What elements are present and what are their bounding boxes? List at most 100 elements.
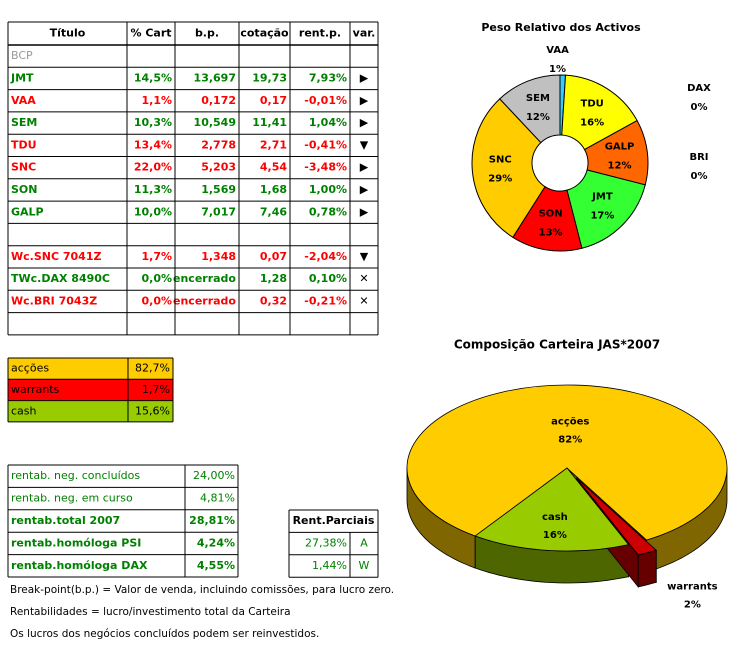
return-label: rentab.homóloga DAX <box>11 559 148 572</box>
cell-value: 7,017 <box>201 205 236 218</box>
cell-value: 0,32 <box>260 294 287 307</box>
doughnut-slice <box>566 169 646 249</box>
slice-label: acções <box>551 417 589 428</box>
cell-value: 13,4% <box>134 138 172 151</box>
cell-value: 0,0% <box>141 272 172 285</box>
cell-value: 1,569 <box>201 183 236 196</box>
cell-value: 7,93% <box>309 71 347 84</box>
cell-value: 22,0% <box>134 161 172 174</box>
cell-value: 1,7% <box>141 250 172 263</box>
slice-value-label: 29% <box>488 174 512 185</box>
trend-icon: ▼ <box>360 138 369 151</box>
slice-value-label: 12% <box>608 160 632 171</box>
slice-label: TDU <box>581 98 604 109</box>
slice-label: VAA <box>546 45 569 56</box>
slice-label: SON <box>539 208 563 219</box>
slice-label: warrants <box>667 582 717 593</box>
cell-value: 5,203 <box>201 161 236 174</box>
slice-value-label: 2% <box>684 600 701 611</box>
slice-value-label: 82% <box>558 435 582 446</box>
trend-icon: ▶ <box>360 116 369 129</box>
allocation-value: 15,6% <box>135 404 170 417</box>
cell-value: 2,71 <box>260 138 287 151</box>
chart-title: Composição Carteira JAS*2007 <box>454 338 660 352</box>
slice-label: cash <box>542 512 568 523</box>
row-label: GALP <box>11 205 44 218</box>
cell-value: 10,3% <box>134 116 172 129</box>
row-label: Wc.SNC 7041Z <box>11 250 101 263</box>
allocation-label: cash <box>11 404 37 417</box>
row-label: VAA <box>11 94 36 107</box>
cell-value: 10,0% <box>134 205 172 218</box>
row-label: JMT <box>10 71 34 84</box>
trend-icon: ✕ <box>359 272 368 285</box>
slice-side <box>637 549 657 588</box>
cell-value: 7,46 <box>260 205 287 218</box>
allocation-label: acções <box>11 362 49 375</box>
allocation-label: warrants <box>11 383 60 396</box>
cell-value: 10,549 <box>194 116 236 129</box>
cell-value: 11,3% <box>134 183 172 196</box>
partial-value: 1,44% <box>312 559 347 572</box>
cell-value: 2,778 <box>201 138 236 151</box>
return-value: 4,81% <box>200 492 235 505</box>
row-label: SEM <box>11 116 37 129</box>
cell-value: 1,04% <box>309 116 347 129</box>
slice-value-label: 16% <box>543 530 567 541</box>
return-value: 28,81% <box>189 514 235 527</box>
footnote: Os lucros dos negócios concluídos podem … <box>10 628 319 640</box>
slice-label: SEM <box>526 93 550 104</box>
allocation-value: 1,7% <box>142 383 170 396</box>
cell-value: 1,68 <box>260 183 287 196</box>
row-label: SON <box>11 183 37 196</box>
slice-label: GALP <box>605 141 635 152</box>
allocation-value: 82,7% <box>135 362 170 375</box>
slice-label: DAX <box>687 83 711 94</box>
footnote: Rentabilidades = lucro/investimento tota… <box>10 606 291 618</box>
column-header: Título <box>50 27 86 40</box>
partial-value: 27,38% <box>305 537 347 550</box>
slice-label: JMT <box>591 191 613 202</box>
cell-value: 0,78% <box>309 205 347 218</box>
cell-value: 4,54 <box>260 161 287 174</box>
cell-value: 0,07 <box>260 250 287 263</box>
row-label: SNC <box>11 161 36 174</box>
row-label: TWc.DAX 8490C <box>11 272 110 285</box>
return-value: 4,55% <box>197 559 235 572</box>
cell-value: 1,00% <box>309 183 347 196</box>
trend-icon: ▼ <box>360 250 369 263</box>
row-label: BCP <box>11 49 33 62</box>
footnote: Break-point(b.p.) = Valor de venda, incl… <box>10 584 394 596</box>
slice-value-label: 1% <box>549 64 566 75</box>
cell-value: 11,41 <box>252 116 287 129</box>
slice-value-label: 0% <box>691 102 708 113</box>
slice-value-label: 13% <box>539 227 563 238</box>
allocation-cell <box>8 379 173 401</box>
cell-value: 1,1% <box>141 94 172 107</box>
cell-value: 0,172 <box>201 94 236 107</box>
slice-label: SNC <box>489 155 512 166</box>
slice-value-label: 12% <box>526 112 550 123</box>
allocation-cell <box>8 358 173 380</box>
cell-value: 19,73 <box>252 71 287 84</box>
cell-value: encerrado <box>173 294 236 307</box>
column-header: % Cart <box>130 27 171 40</box>
cell-value: -2,04% <box>304 250 347 263</box>
cell-value: 1,348 <box>201 250 236 263</box>
trend-icon: ▶ <box>360 205 369 218</box>
pie-slice <box>474 467 630 552</box>
slice-value-label: 17% <box>590 210 614 221</box>
slice-label: BRI <box>689 152 708 163</box>
trend-icon: ✕ <box>359 294 368 307</box>
chart-title: Peso Relativo dos Activos <box>481 21 641 34</box>
allocation-cell <box>8 400 173 422</box>
partial-header: Rent.Parciais <box>293 514 375 527</box>
pie-slice <box>576 477 658 556</box>
trend-icon: ▶ <box>360 161 369 174</box>
cell-value: 0,17 <box>260 94 287 107</box>
partial-index: A <box>360 537 368 550</box>
partial-index: W <box>359 559 370 572</box>
pie-slice <box>406 384 728 541</box>
